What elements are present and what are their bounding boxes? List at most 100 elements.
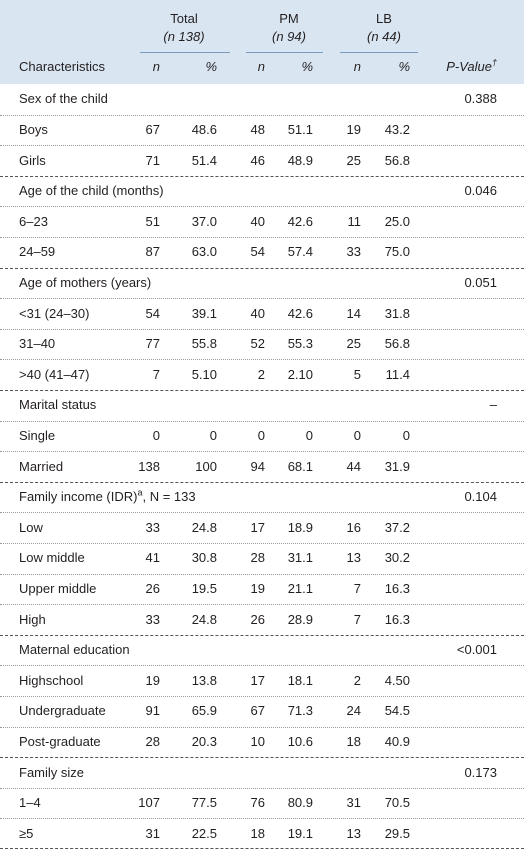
cell-value: 30.8 xyxy=(191,550,217,566)
section-title: Sex of the child xyxy=(19,91,108,107)
p-value: 0.046 xyxy=(464,183,497,199)
cell-value: 18 xyxy=(250,825,265,841)
cell-value: 138 xyxy=(138,458,160,474)
row-label: 31–40 xyxy=(19,336,56,352)
row-separator xyxy=(0,145,524,147)
cell-value: 65.9 xyxy=(191,703,217,719)
cell-value: 75.0 xyxy=(384,244,410,260)
group-underline xyxy=(340,52,418,53)
cell-value: 28 xyxy=(145,733,160,749)
cell-value: 5 xyxy=(353,366,361,382)
cell-value: 51.4 xyxy=(191,152,217,168)
cell-value: 33 xyxy=(145,611,160,627)
section-label: Age of mothers (years) xyxy=(19,275,151,291)
cell-value: 71.3 xyxy=(287,703,313,719)
section-title: Age of the child (months) xyxy=(19,183,164,199)
section-label: Sex of the child xyxy=(19,91,108,107)
cell-value: 21.1 xyxy=(287,580,313,596)
section-label: Family income (IDR)a, N = 133 xyxy=(19,487,196,505)
cell-value: 30.2 xyxy=(384,550,410,566)
group-sub: (n 138) xyxy=(163,29,205,44)
section-label: Age of the child (months) xyxy=(19,183,164,199)
cell-value: 31.8 xyxy=(384,305,410,321)
cell-value: 63.0 xyxy=(191,244,217,260)
section-title: Family size xyxy=(19,764,85,780)
pvalue-label: P-Value xyxy=(446,59,492,74)
cell-value: 13.8 xyxy=(191,672,217,688)
cell-value: 18 xyxy=(346,733,361,749)
row-separator xyxy=(0,298,524,300)
cell-value: 13 xyxy=(346,550,361,566)
row-separator xyxy=(0,726,524,728)
cell-value: 42.6 xyxy=(287,305,313,321)
cell-value: 13 xyxy=(346,825,361,841)
cell-value: 7 xyxy=(353,580,361,596)
cell-value: 55.8 xyxy=(191,336,217,352)
cell-value: 24 xyxy=(346,703,361,719)
row-separator xyxy=(0,543,524,544)
cell-value: 31.9 xyxy=(384,458,410,474)
cell-value: 7 xyxy=(353,611,361,627)
cell-value: 80.9 xyxy=(287,795,313,811)
cell-value: 100 xyxy=(195,458,217,474)
cell-value: 28 xyxy=(250,550,265,566)
row-separator xyxy=(0,114,524,116)
cell-value: 17 xyxy=(250,519,265,535)
cell-value: 16.3 xyxy=(384,611,410,627)
cell-value: 25.0 xyxy=(384,213,410,229)
cell-value: 0 xyxy=(152,427,160,443)
p-value: 0.173 xyxy=(464,764,497,780)
cell-value: 19 xyxy=(250,580,265,596)
row-separator xyxy=(0,604,524,606)
cell-value: 17 xyxy=(250,672,265,688)
row-label: High xyxy=(19,611,46,627)
cell-value: 16 xyxy=(346,519,361,535)
row-separator xyxy=(0,818,524,820)
cell-value: 19 xyxy=(145,672,160,688)
cell-value: 107 xyxy=(138,795,160,811)
cell-value: 28.9 xyxy=(287,611,313,627)
column-header: % xyxy=(301,59,313,74)
section-title: Marital status xyxy=(19,397,97,413)
cell-value: 26 xyxy=(145,580,160,596)
cell-value: 26 xyxy=(250,611,265,627)
cell-value: 2 xyxy=(353,672,361,688)
row-label: ≥5 xyxy=(19,825,34,841)
table-header xyxy=(0,0,524,84)
cell-value: 11 xyxy=(347,213,362,229)
column-header: % xyxy=(398,59,410,74)
cell-value: 31.1 xyxy=(287,550,313,566)
cell-value: 46 xyxy=(250,152,265,168)
row-label: Girls xyxy=(19,152,46,168)
column-header: n xyxy=(152,59,160,74)
cell-value: 7 xyxy=(152,366,160,382)
row-label: Post-graduate xyxy=(19,733,101,749)
cell-value: 0 xyxy=(353,427,361,443)
cell-value: 37.2 xyxy=(384,519,410,535)
section-separator xyxy=(0,757,524,759)
cell-value: 57.4 xyxy=(287,244,313,260)
row-label: Low middle xyxy=(19,550,85,566)
cell-value: 54 xyxy=(145,305,160,321)
row-separator xyxy=(0,328,524,330)
cell-value: 40 xyxy=(250,213,265,229)
cell-value: 33 xyxy=(145,519,160,535)
cell-value: 10 xyxy=(250,733,265,749)
cell-value: 56.8 xyxy=(384,152,410,168)
p-value: 0.051 xyxy=(464,274,497,290)
row-label: Highschool xyxy=(19,672,84,688)
cell-value: 48.6 xyxy=(191,121,217,137)
cell-value: 48.9 xyxy=(287,152,313,168)
section-label: Maternal education xyxy=(19,642,130,658)
cell-value: 52 xyxy=(250,336,265,352)
group-name: LB xyxy=(376,11,392,26)
section-separator xyxy=(0,390,524,391)
group-sub: (n 94) xyxy=(272,29,306,44)
cell-value: 56.8 xyxy=(384,336,410,352)
section-superscript: a xyxy=(137,487,143,498)
section-label: Marital status xyxy=(19,397,96,413)
section-separator xyxy=(0,481,524,483)
cell-value: 77.5 xyxy=(191,795,217,811)
row-label: Undergraduate xyxy=(19,703,106,719)
cell-value: 24.8 xyxy=(191,519,217,535)
